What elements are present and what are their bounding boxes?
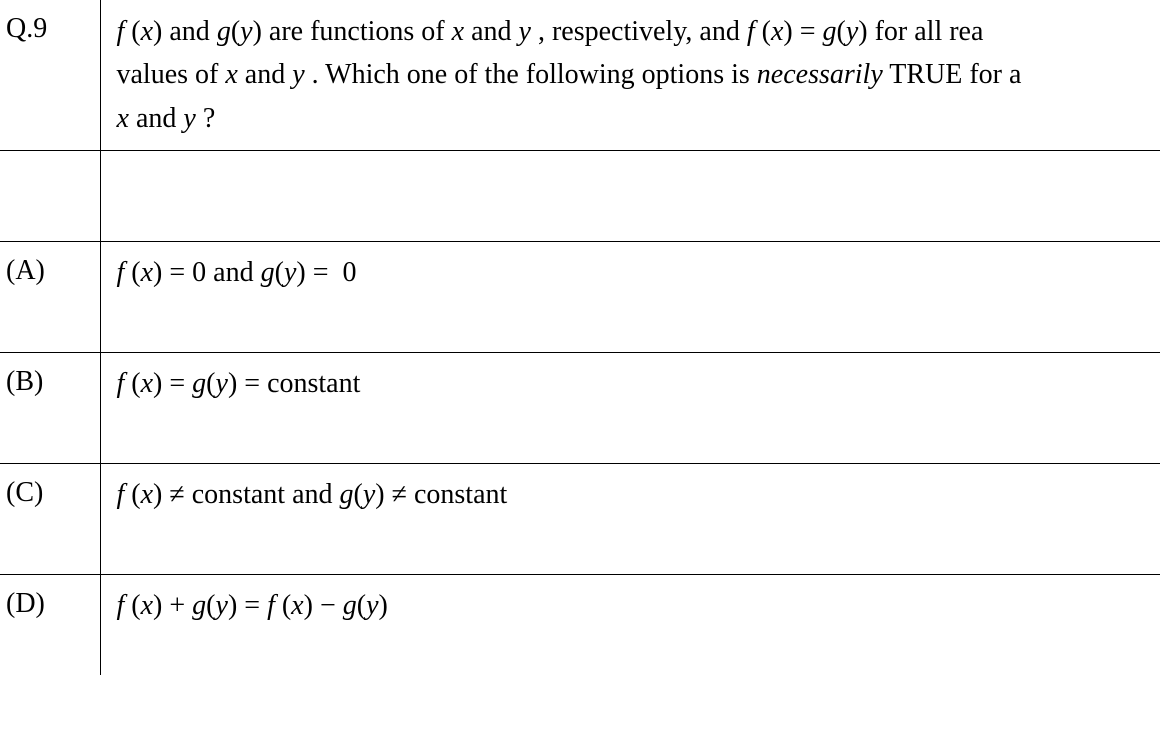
option-b-content: f (x) = g(y) = constant	[101, 353, 1160, 415]
option-c-content: f (x) ≠ constant and g(y) ≠ constant	[101, 464, 1160, 526]
stem-text: and	[245, 59, 292, 90]
option-b-label: (B)	[0, 353, 100, 411]
cell-empty	[0, 151, 100, 242]
option-c-mid: and	[292, 479, 339, 510]
row-option-c: (C) f (x) ≠ constant and g(y) ≠ constant	[0, 464, 1160, 575]
stem-text: for all rea	[875, 16, 984, 47]
question-number: Q.9	[0, 0, 100, 58]
row-gap	[0, 151, 1160, 242]
stem-math-fx: f (x)	[117, 16, 170, 47]
stem-text: . Which one of the following options is	[312, 59, 757, 90]
option-a-content: f (x) = 0 and g(y) = 0	[101, 242, 1160, 304]
option-c-math1: f (x) ≠	[117, 479, 192, 510]
option-c-math2: g(y) ≠	[340, 479, 414, 510]
cell-option-label: (A)	[0, 242, 100, 353]
row-option-a: (A) f (x) = 0 and g(y) = 0	[0, 242, 1160, 353]
stem-var-x: x	[117, 103, 129, 134]
option-a-math1: f (x) = 0	[117, 257, 214, 288]
cell-option-label: (B)	[0, 353, 100, 464]
page: Q.9 f (x) and g(y) are functions of x an…	[0, 0, 1160, 742]
question-table: Q.9 f (x) and g(y) are functions of x an…	[0, 0, 1160, 675]
stem-math-eq: f (x) = g(y)	[747, 16, 875, 47]
cell-qnum: Q.9	[0, 0, 100, 151]
stem-var-x: x	[225, 59, 237, 90]
row-option-b: (B) f (x) = g(y) = constant	[0, 353, 1160, 464]
stem-math-gy: g(y)	[217, 16, 269, 47]
stem-text: values of	[117, 59, 226, 90]
option-b-tail: constant	[267, 368, 360, 399]
option-c-label: (C)	[0, 464, 100, 522]
option-a-mid: and	[213, 257, 260, 288]
cell-empty	[100, 151, 1160, 242]
option-a-math2: g(y) = 0	[261, 257, 357, 288]
cell-stem: f (x) and g(y) are functions of x and y …	[100, 0, 1160, 151]
cell-option-content: f (x) ≠ constant and g(y) ≠ constant	[100, 464, 1160, 575]
stem-text: ?	[203, 103, 215, 134]
option-a-label: (A)	[0, 242, 100, 300]
option-d-math: f (x) + g(y) = f (x) − g(y)	[117, 590, 388, 621]
stem-text: and	[471, 16, 518, 47]
stem-text: TRUE for a	[889, 59, 1021, 90]
stem-text: , respectively, and	[538, 16, 747, 47]
stem-var-y: y	[183, 103, 195, 134]
cell-option-label: (D)	[0, 575, 100, 676]
cell-option-content: f (x) = 0 and g(y) = 0	[100, 242, 1160, 353]
stem-text: and	[169, 16, 216, 47]
option-c-word2: constant	[414, 479, 507, 510]
stem-em: necessarily	[757, 59, 883, 90]
cell-option-content: f (x) = g(y) = constant	[100, 353, 1160, 464]
stem-text: are functions of	[269, 16, 452, 47]
row-option-d: (D) f (x) + g(y) = f (x) − g(y)	[0, 575, 1160, 676]
stem-var-y: y	[519, 16, 531, 47]
stem-var-x: x	[452, 16, 464, 47]
option-b-math: f (x) = g(y) =	[117, 368, 268, 399]
option-d-content: f (x) + g(y) = f (x) − g(y)	[101, 575, 1160, 637]
option-d-label: (D)	[0, 575, 100, 633]
option-c-word1: constant	[192, 479, 285, 510]
cell-option-content: f (x) + g(y) = f (x) − g(y)	[100, 575, 1160, 676]
stem-text: and	[136, 103, 183, 134]
question-stem: f (x) and g(y) are functions of x and y …	[101, 0, 1160, 150]
row-stem: Q.9 f (x) and g(y) are functions of x an…	[0, 0, 1160, 151]
stem-var-y: y	[292, 59, 304, 90]
cell-option-label: (C)	[0, 464, 100, 575]
